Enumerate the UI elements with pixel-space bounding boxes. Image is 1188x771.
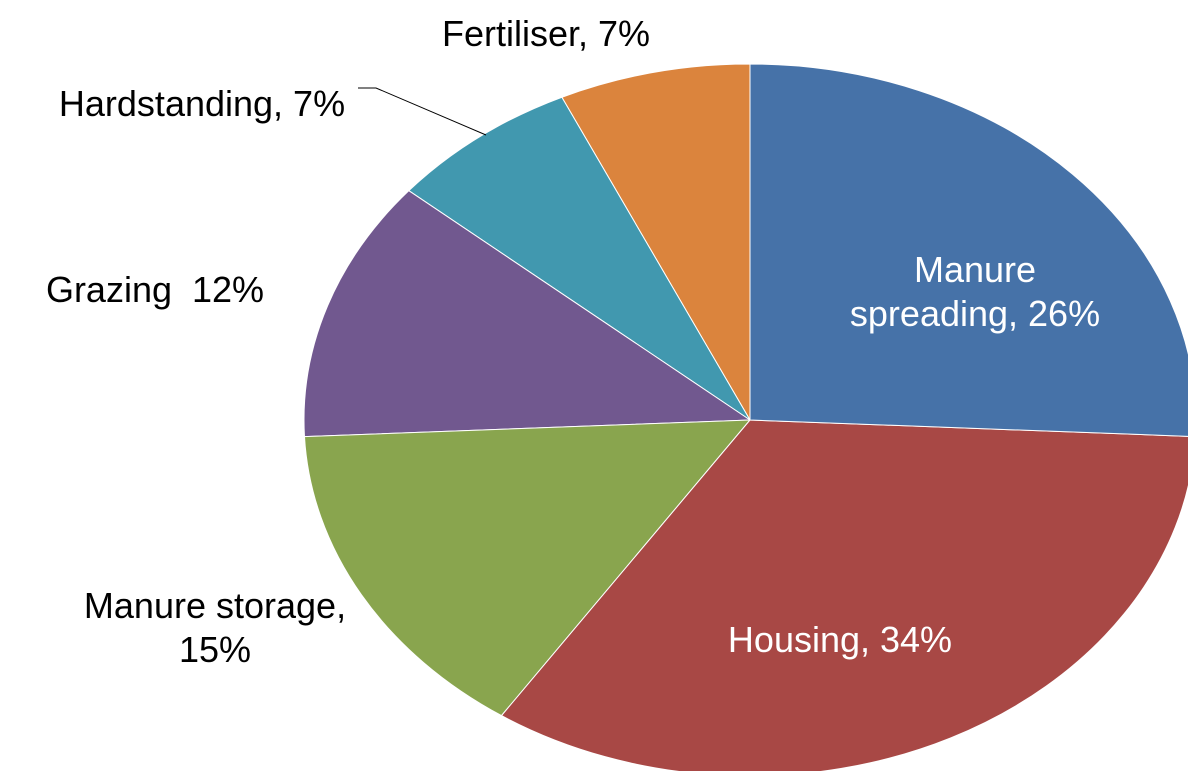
pie-slice bbox=[408, 96, 751, 421]
slice-label: Housing, 34% bbox=[727, 619, 953, 660]
pie-slice bbox=[749, 63, 1188, 437]
slice-label: Manure spreading, 26% bbox=[849, 249, 1101, 334]
slice-label: Grazing 12% bbox=[45, 269, 265, 310]
slice-label: Manure storage, 15% bbox=[83, 585, 347, 670]
slice-label: Fertiliser, 7% bbox=[441, 13, 651, 54]
pie-slice bbox=[561, 63, 751, 422]
pie-slice bbox=[303, 419, 752, 717]
pie-slice bbox=[303, 190, 752, 438]
leader-line bbox=[358, 87, 487, 136]
pie-slice bbox=[500, 419, 1188, 771]
slice-label: Hardstanding, 7% bbox=[58, 83, 346, 124]
